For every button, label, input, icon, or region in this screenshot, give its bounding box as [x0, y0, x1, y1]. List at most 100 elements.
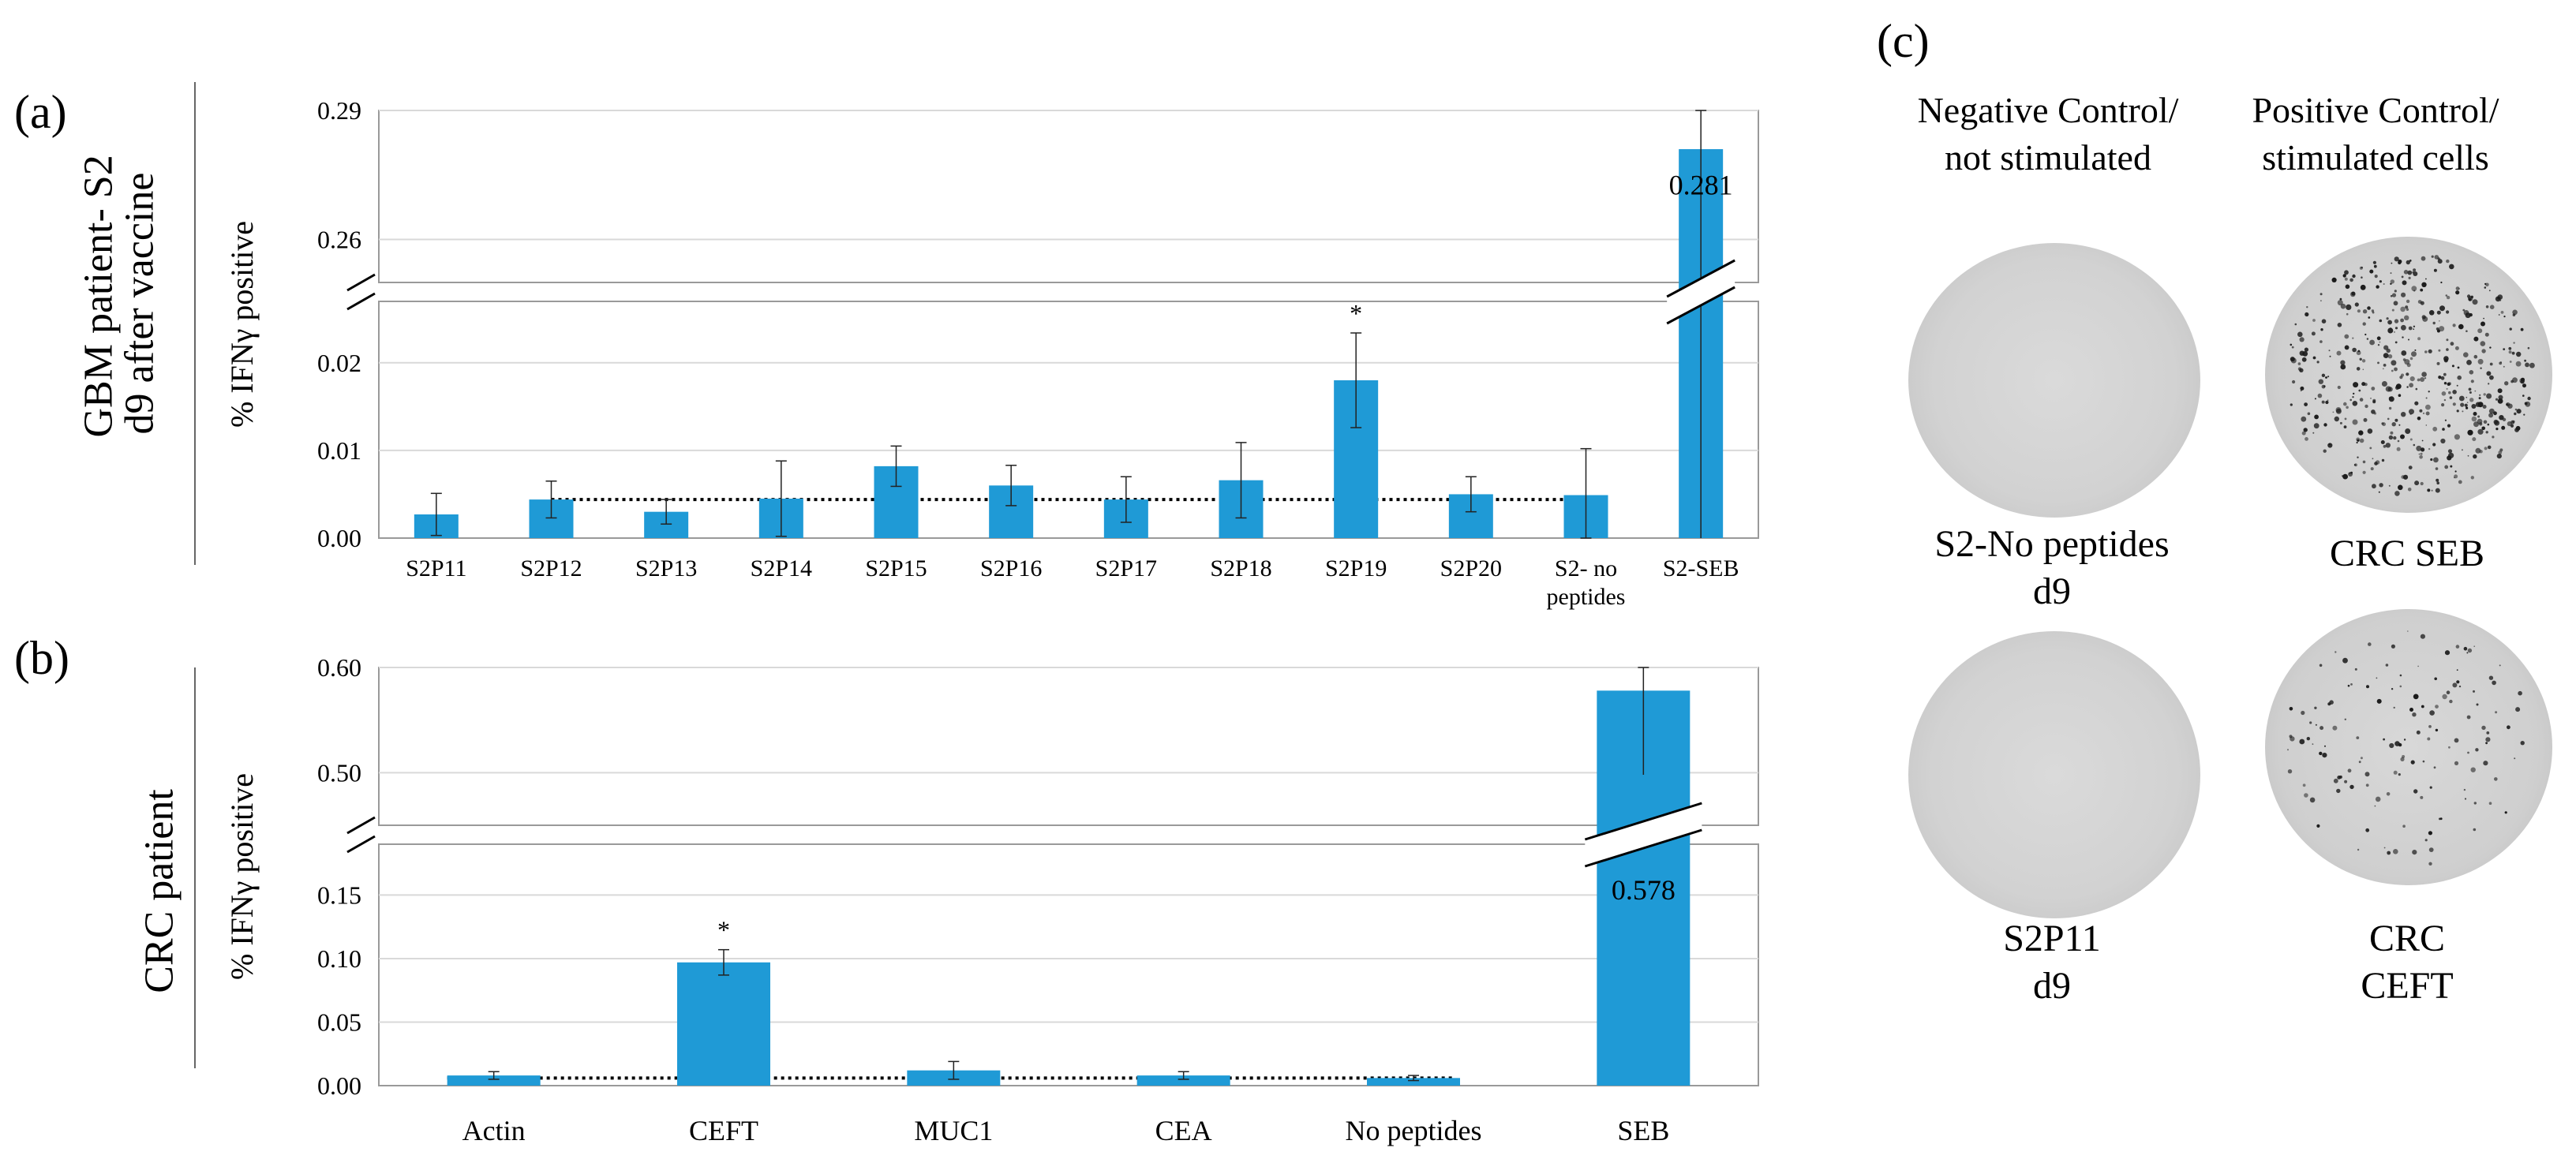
elispot-spot [2481, 349, 2486, 353]
elispot-spot [2413, 443, 2416, 447]
elispot-spot [2399, 376, 2403, 379]
elispot-spot [2349, 278, 2353, 282]
elispot-spot [2396, 447, 2401, 451]
elispot-spot [2369, 269, 2374, 274]
elispot-spot [2488, 675, 2494, 680]
elispot-spot [2358, 761, 2361, 764]
elispot-spot [2488, 802, 2492, 805]
plot-frame-upper [378, 667, 1759, 826]
elispot-spot [2510, 424, 2514, 428]
elispot-spot [2500, 311, 2504, 314]
elispot-spot [2495, 711, 2498, 714]
elispot-spot [2346, 304, 2352, 310]
x-tick-label: S2P11 [406, 555, 466, 581]
elispot-spot [2421, 447, 2425, 452]
elispot-spot [2464, 403, 2468, 407]
elispot-spot [2391, 293, 2397, 297]
elispot-spot [2484, 447, 2488, 451]
elispot-spot [2420, 301, 2424, 305]
elispot-spot [2389, 742, 2394, 749]
elispot-spot [2511, 351, 2515, 355]
elispot-spot [2419, 409, 2423, 413]
elispot-spot [2444, 650, 2451, 656]
elispot-spot [2401, 324, 2406, 331]
x-tick-label: S2P14 [751, 555, 812, 581]
elispot-spot [2387, 327, 2394, 334]
elispot-spot [2301, 710, 2305, 716]
elispot-spot [2469, 370, 2474, 375]
elispot-spot [2343, 402, 2347, 406]
elispot-spot [2438, 376, 2442, 379]
elispot-spot [2309, 797, 2316, 803]
elispot-spot [2305, 312, 2309, 317]
column-header-negative-line1: Negative Control/ [1917, 90, 2179, 130]
elispot-spot [2356, 437, 2361, 442]
axis-break-gap [355, 826, 1782, 843]
elispot-spot [2361, 276, 2363, 279]
elispot-spot [2320, 300, 2322, 302]
x-tick-label: peptides [1547, 584, 1626, 610]
elispot-spot [2529, 362, 2535, 368]
panel-label-c: (c) [1877, 15, 1930, 67]
data-label: 0.578 [1612, 874, 1676, 906]
elispot-spot [2318, 379, 2323, 384]
elispot-spot [2414, 401, 2419, 406]
elispot-spot [2434, 255, 2439, 260]
elispot-spot [2477, 358, 2484, 365]
elispot-spot [2368, 316, 2371, 319]
column-header-positive: Positive Control/ stimulated cells [2186, 87, 2565, 181]
elispot-spot [2435, 488, 2440, 493]
elispot-spot [2394, 418, 2398, 422]
elispot-spot [2342, 274, 2346, 278]
elispot-spot [2344, 780, 2348, 783]
elispot-spot [2446, 259, 2450, 264]
elispot-spot [2306, 737, 2310, 741]
elispot-spot [2483, 420, 2488, 424]
elispot-spot [2306, 306, 2308, 308]
elispot-spot [2379, 483, 2383, 488]
elispot-spot [2484, 332, 2489, 337]
elispot-spot [2352, 419, 2358, 425]
elispot-spot [2489, 375, 2494, 380]
elispot-spot [2350, 471, 2353, 474]
elispot-spot [2514, 412, 2517, 416]
elispot-spot [2516, 409, 2522, 414]
elispot-spot [2451, 365, 2454, 368]
elispot-spot [2289, 735, 2293, 738]
elispot-spot [2300, 390, 2302, 391]
elispot-spot [2385, 664, 2389, 667]
elispot-spot [2335, 408, 2342, 414]
elispot-spot [2294, 323, 2297, 326]
elispot-spot [2470, 476, 2474, 480]
elispot-spot [2352, 347, 2357, 353]
elispot-spot [2383, 345, 2389, 350]
elispot-spot [2520, 327, 2524, 331]
elispot-spot [2299, 368, 2304, 372]
elispot-spot [2342, 473, 2348, 480]
elispot-spot [2419, 455, 2423, 459]
elispot-spot [2439, 326, 2445, 332]
plot-frame-lower [378, 843, 1759, 1086]
elispot-spot [2432, 426, 2438, 432]
elispot-spot [2498, 314, 2500, 316]
elispot-spot [2455, 286, 2460, 290]
elispot-spot [2403, 270, 2409, 275]
elispot-spot [2304, 402, 2308, 406]
x-tick-label: S2P17 [1095, 555, 1157, 581]
elispot-spot [2499, 448, 2503, 452]
elispot-spot [2475, 748, 2479, 752]
elispot-spot [2328, 443, 2331, 446]
elispot-spot [2360, 757, 2363, 760]
elispot-spot [2398, 260, 2402, 264]
elispot-spot [2454, 346, 2459, 350]
elispot-spot [2307, 412, 2311, 416]
elispot-spot [2328, 350, 2331, 352]
elispot-spot [2331, 277, 2337, 282]
elispot-spot [2503, 316, 2506, 318]
x-tick-label: CEFT [689, 1115, 758, 1146]
elispot-spot [2450, 465, 2453, 468]
elispot-spot [2483, 317, 2484, 320]
elispot-spot [2402, 755, 2406, 758]
elispot-spot [2302, 783, 2306, 787]
elispot-spot [2394, 367, 2398, 372]
